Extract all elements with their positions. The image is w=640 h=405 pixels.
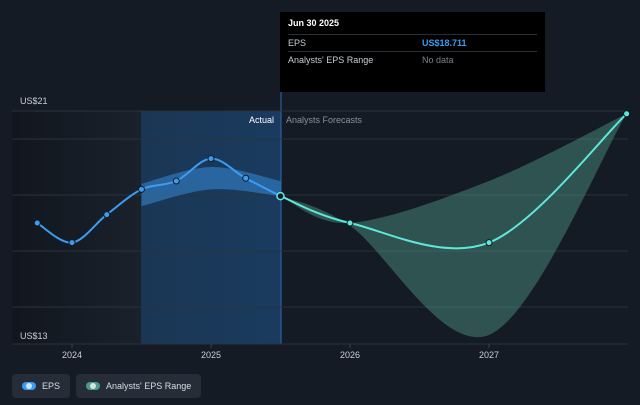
tooltip-eps-value: US$18.711 [422, 38, 467, 48]
eps-point [623, 110, 631, 118]
actual-label: Actual [249, 115, 274, 125]
eps-point [33, 219, 41, 227]
eps-point [138, 185, 145, 193]
grid [12, 110, 628, 345]
eps-point [346, 219, 354, 227]
legend-item-eps[interactable]: EPS [12, 374, 71, 398]
tooltip-eps-label: EPS [288, 38, 307, 48]
tooltip-date: Jun 30 2025 [288, 18, 340, 28]
chart-marks [33, 110, 631, 338]
x-tick-label: 2024 [62, 350, 82, 360]
legend-item-range[interactable]: Analysts' EPS Range [76, 374, 202, 398]
tooltip-eps-row: EPS US$18.711 [288, 34, 537, 51]
eps-point [207, 155, 215, 163]
y-tick-label: US$13 [20, 331, 48, 341]
x-tick-label: 2027 [479, 350, 499, 360]
x-axis: 2024 2025 2026 2027 [62, 344, 499, 360]
tooltip-range-row: Analysts' EPS Range No data [288, 51, 537, 68]
legend-label: Analysts' EPS Range [106, 381, 192, 391]
eps-point [103, 211, 111, 219]
eps-point [68, 239, 76, 247]
y-tick-label: US$21 [20, 96, 48, 106]
eps-swatch-icon [22, 382, 36, 390]
eps-point [485, 239, 493, 247]
forecast-range-area [280, 113, 627, 338]
x-tick-label: 2025 [201, 350, 221, 360]
past-region [12, 111, 141, 344]
tooltip-range-value: No data [422, 55, 454, 65]
range-swatch-icon [86, 382, 101, 390]
eps-forecast-line [280, 113, 628, 250]
eps-point [172, 177, 180, 185]
highlight-region [141, 111, 281, 344]
forecast-label: Analysts Forecasts [286, 115, 363, 125]
eps-point [242, 174, 250, 182]
legend-label: EPS [42, 381, 61, 391]
x-tick-label: 2026 [340, 350, 360, 360]
tooltip-range-label: Analysts' EPS Range [288, 55, 374, 65]
tooltip: Jun 30 2025 EPS US$18.711 Analysts' EPS … [280, 12, 545, 92]
eps-highlight-point [276, 191, 285, 201]
legend: EPS Analysts' EPS Range [12, 374, 202, 398]
